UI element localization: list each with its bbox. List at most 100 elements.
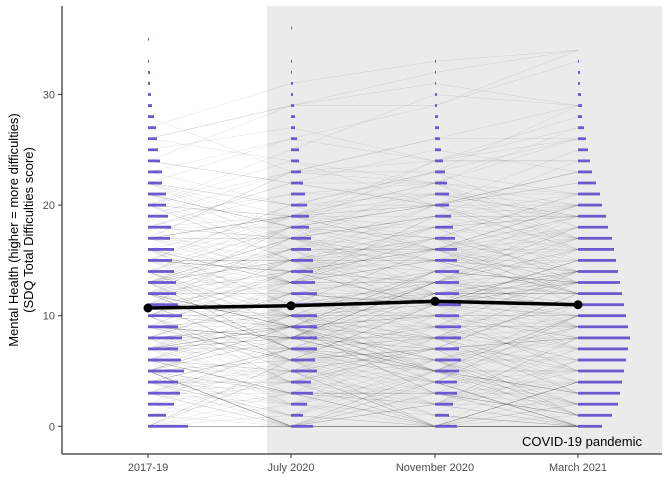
- distribution-bar: [148, 37, 149, 41]
- trajectory-line: [147, 215, 579, 250]
- trajectory-line: [147, 249, 579, 294]
- distribution-bar: [291, 391, 313, 395]
- trajectory-line: [148, 370, 579, 427]
- distribution-bar: [291, 104, 294, 107]
- trajectory-line: [147, 260, 579, 383]
- trajectory-line: [147, 271, 579, 394]
- trajectory-line: [147, 249, 579, 283]
- trajectory-line: [147, 226, 579, 294]
- individual-trajectories: [147, 49, 579, 427]
- trajectory-line: [147, 359, 579, 405]
- x-tick-label: July 2020: [267, 462, 314, 474]
- distribution-bar: [148, 225, 171, 229]
- distribution-bar: [291, 225, 309, 229]
- trajectory-line: [147, 138, 579, 206]
- trajectory-line: [147, 215, 579, 294]
- distribution-bar: [291, 424, 313, 428]
- distribution-bar: [148, 270, 174, 273]
- distribution-bar: [435, 159, 443, 163]
- trajectory-line: [147, 271, 579, 372]
- axes: [61, 6, 662, 455]
- distribution-bar: [578, 336, 630, 340]
- trajectory-line: [147, 359, 579, 416]
- distribution-bar: [578, 358, 626, 362]
- trajectory-line: [147, 326, 579, 405]
- trajectory-line: [147, 315, 579, 427]
- trajectory-line: [147, 249, 579, 305]
- trajectory-line: [147, 260, 579, 416]
- trajectory-line: [147, 326, 579, 394]
- trajectory-line: [147, 337, 578, 405]
- distribution-bar: [148, 236, 170, 240]
- distribution-bar: [578, 402, 618, 406]
- distribution-bar: [435, 259, 457, 262]
- trajectory-line: [147, 304, 579, 361]
- distribution-bar: [435, 281, 459, 284]
- trajectory-line: [147, 370, 578, 427]
- distribution-bar: [148, 214, 168, 218]
- trajectory-line: [147, 171, 579, 228]
- trajectory-line: [147, 249, 579, 350]
- distribution-bar: [291, 402, 307, 406]
- trajectory-line: [147, 171, 579, 228]
- trajectory-line: [147, 238, 579, 405]
- distribution-bar: [291, 203, 307, 207]
- trajectory-line: [147, 304, 579, 372]
- trajectory-line: [147, 238, 579, 316]
- trajectory-line: [147, 271, 579, 361]
- trajectory-line: [147, 49, 579, 128]
- covid-pandemic-annotation: COVID-19 pandemic: [522, 434, 642, 449]
- trajectory-line: [147, 249, 579, 294]
- trajectory-line: [147, 271, 579, 328]
- trajectory-line: [147, 260, 579, 294]
- trajectory-line: [147, 315, 579, 350]
- trajectory-line: [147, 249, 579, 294]
- trajectory-line: [147, 271, 579, 383]
- trajectory-line: [147, 304, 579, 427]
- trajectory-line: [147, 238, 579, 316]
- y-axis-title-line2: (SDQ Total Difficulties score): [21, 147, 36, 313]
- trajectory-line: [147, 271, 579, 350]
- trajectory-line: [147, 359, 578, 394]
- distribution-bar: [148, 137, 157, 141]
- distribution-bar: [291, 159, 299, 163]
- trajectory-line: [147, 215, 579, 272]
- trajectory-line: [147, 282, 579, 350]
- distribution-bar: [291, 369, 317, 373]
- mean-point: [286, 301, 296, 311]
- distribution-bar: [291, 137, 297, 141]
- trajectory-line: [147, 293, 579, 350]
- trajectory-line: [147, 226, 579, 294]
- trajectory-line: [147, 182, 578, 316]
- trajectory-line: [148, 315, 579, 383]
- trajectory-line: [148, 381, 579, 427]
- trajectory-line: [147, 149, 579, 261]
- trajectory-line: [147, 304, 579, 427]
- trajectory-line: [147, 381, 579, 427]
- mean-point: [573, 300, 583, 310]
- distribution-bar: [435, 369, 459, 373]
- trajectory-line: [148, 282, 579, 339]
- trajectory-line: [147, 370, 579, 427]
- distribution-bar: [148, 170, 162, 174]
- trajectory-line: [147, 392, 579, 427]
- trajectory-line: [147, 315, 578, 383]
- x-tick-label: 2017-19: [128, 462, 168, 474]
- distribution-bar: [578, 104, 582, 107]
- trajectory-line: [147, 304, 579, 394]
- distribution-bar: [148, 148, 158, 152]
- trajectory-line: [148, 282, 579, 339]
- trajectory-line: [147, 271, 579, 350]
- trajectory-line: [147, 359, 578, 427]
- trajectory-line: [147, 171, 579, 316]
- trajectory-line: [147, 204, 579, 328]
- trajectory-line: [147, 160, 578, 272]
- trajectory-line: [147, 337, 579, 394]
- trajectory-line: [147, 293, 579, 350]
- trajectory-line: [147, 204, 579, 250]
- distribution-bar: [578, 159, 590, 163]
- trajectory-line: [147, 215, 579, 272]
- trajectory-line: [147, 238, 579, 294]
- distribution-bar: [435, 248, 457, 251]
